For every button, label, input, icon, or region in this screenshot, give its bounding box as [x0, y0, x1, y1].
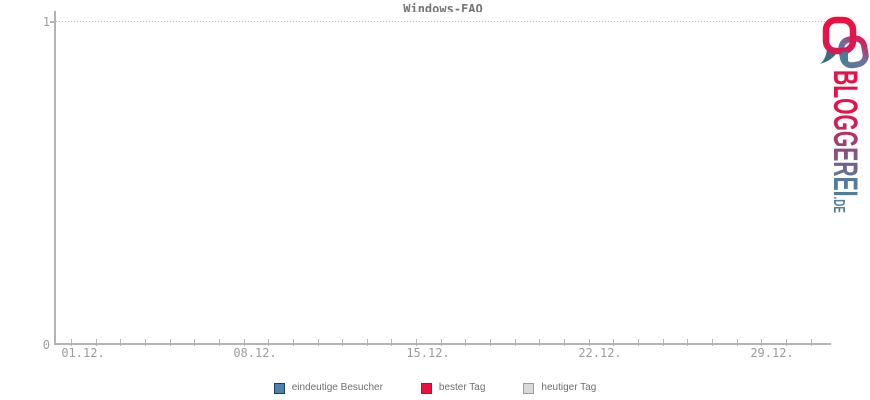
today-swatch — [523, 382, 535, 394]
x-axis-label: 15.12. — [406, 346, 450, 360]
x-axis-tick — [342, 339, 344, 346]
x-axis-label: 29.12. — [750, 346, 794, 360]
x-axis-tick — [785, 339, 787, 346]
legend-label: eindeutige Besucher — [291, 382, 383, 393]
x-axis-tick — [317, 339, 319, 346]
x-axis-tick — [490, 339, 492, 346]
x-axis-tick — [465, 339, 467, 346]
x-axis-tick — [416, 339, 418, 346]
x-axis-tick — [268, 339, 270, 346]
logo-tld: .DE — [830, 196, 847, 214]
x-axis-tick — [144, 339, 146, 346]
bloggerei-logo[interactable]: BLOGGEREI.DE — [810, 12, 870, 222]
x-axis-label: 01.12. — [61, 346, 105, 360]
x-axis-tick — [95, 339, 97, 346]
x-axis-tick — [588, 339, 590, 346]
x-axis-label: 08.12. — [233, 346, 277, 360]
x-axis-line — [54, 343, 831, 345]
logo-wordmark: BLOGGEREI — [826, 70, 864, 197]
x-axis-tick — [71, 339, 72, 346]
y-axis-line — [54, 11, 56, 345]
x-axis-tick — [440, 339, 442, 346]
y-axis-label-max: 1 — [42, 15, 50, 29]
x-axis-tick — [218, 339, 220, 346]
y-axis-label-min: 0 — [42, 338, 50, 352]
x-axis-tick — [637, 339, 639, 346]
y-axis-tick — [50, 21, 56, 23]
x-axis-tick — [539, 339, 541, 346]
x-axis-tick — [613, 339, 615, 346]
legend-label: heutiger Tag — [541, 382, 597, 393]
x-axis-tick — [391, 339, 393, 346]
gridline-y1 — [56, 21, 825, 22]
x-axis-tick — [169, 339, 171, 346]
x-axis-tick — [292, 339, 294, 346]
x-axis-tick — [736, 339, 738, 346]
legend-label: bester Tag — [438, 382, 486, 393]
x-axis-tick — [810, 339, 812, 346]
bloggerei-logo-text: BLOGGEREI.DE — [831, 70, 858, 215]
legend-item-unique-visitors: eindeutige Besucher — [273, 382, 383, 394]
x-axis-tick — [687, 339, 689, 346]
legend-item-today: heutiger Tag — [523, 382, 596, 394]
plot-area — [56, 12, 831, 343]
bloggerei-bubbles-icon — [820, 16, 869, 69]
x-axis-tick — [120, 339, 122, 346]
x-axis-label: 22.12. — [578, 346, 622, 360]
unique-visitors-swatch — [273, 382, 285, 394]
x-axis-tick — [514, 339, 516, 346]
x-axis-tick — [564, 339, 565, 346]
x-axis-tick — [366, 339, 368, 346]
x-axis-tick — [243, 339, 245, 346]
x-axis-tick — [662, 339, 664, 346]
legend: eindeutige Besucher bester Tag heutiger … — [0, 382, 870, 394]
best-day-swatch — [420, 382, 432, 394]
x-axis-tick — [711, 339, 713, 346]
legend-item-best-day: bester Tag — [420, 382, 486, 394]
x-axis-tick — [761, 339, 763, 346]
x-axis-tick — [194, 339, 196, 346]
